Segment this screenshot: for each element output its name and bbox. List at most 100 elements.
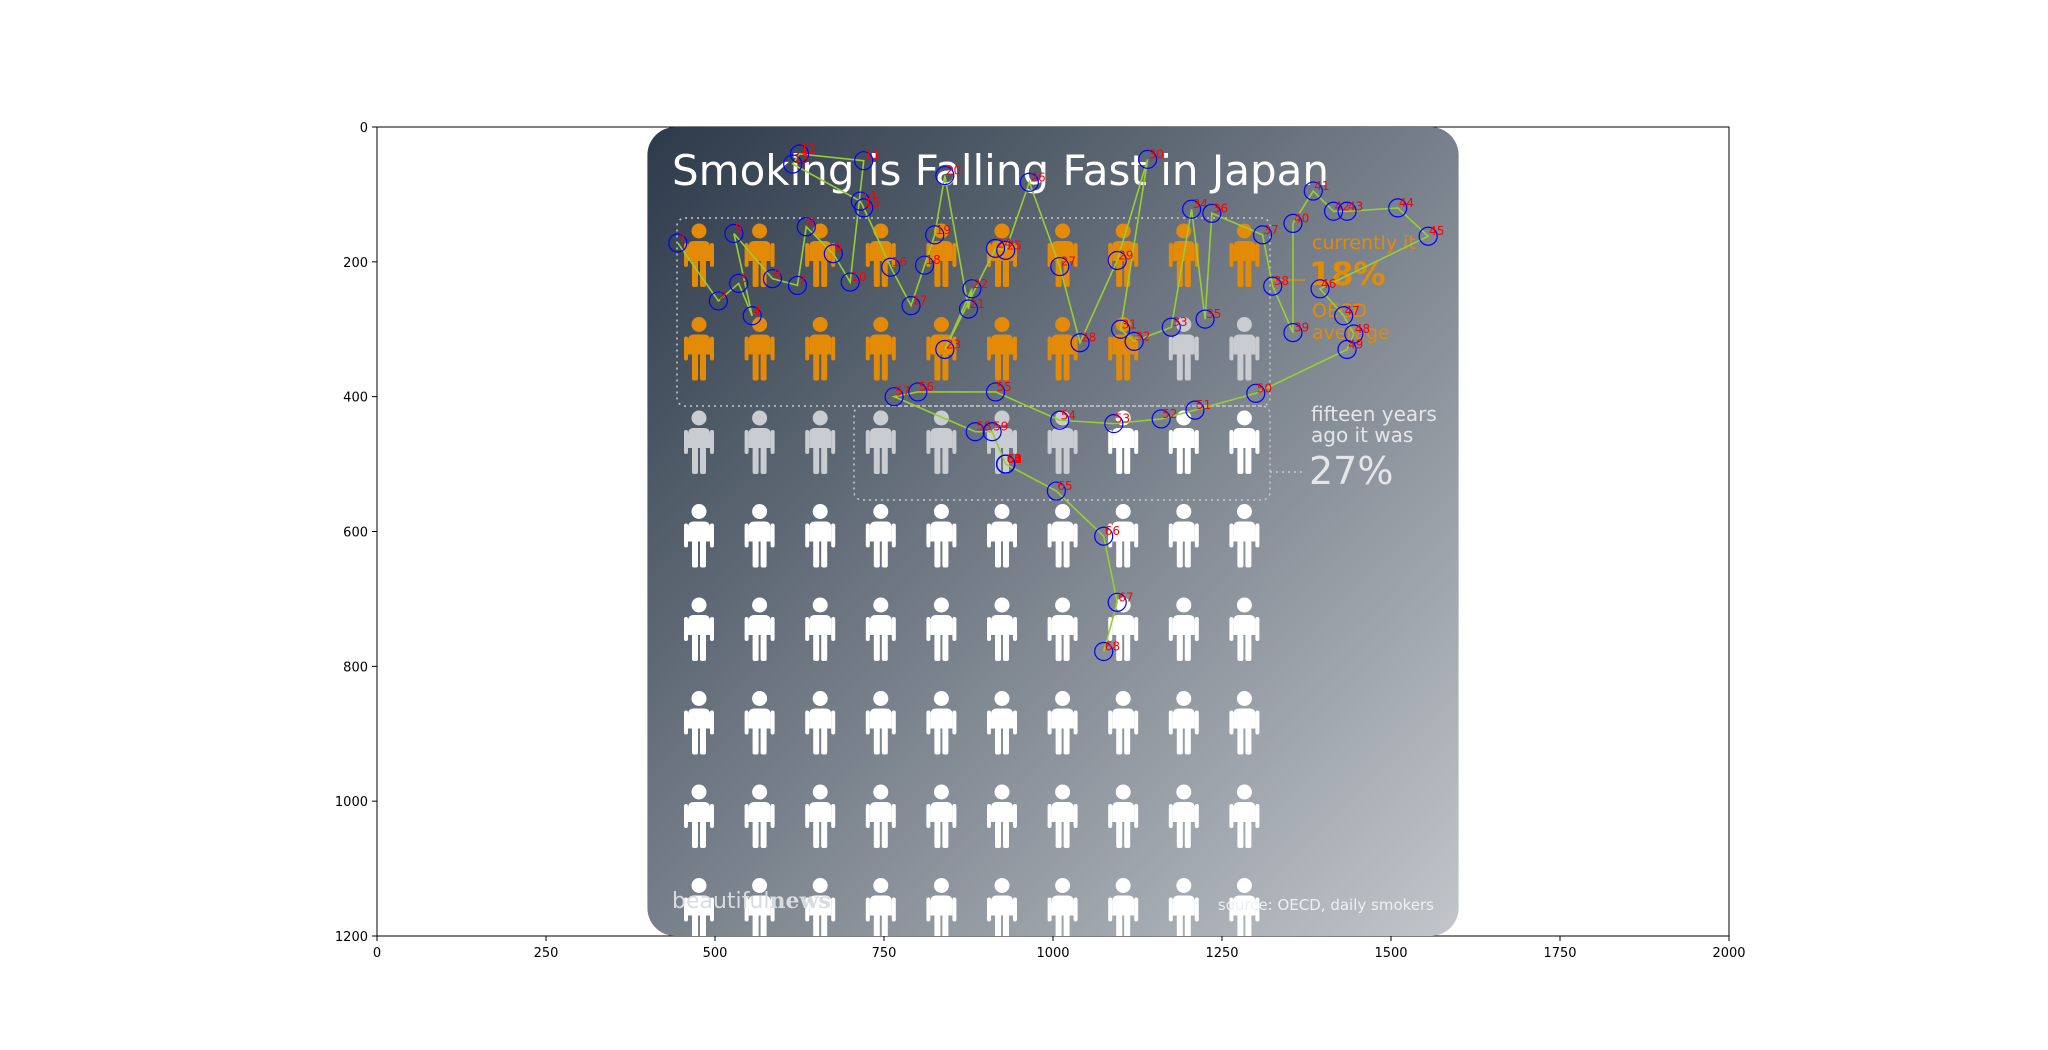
trace-point-label: 47	[1345, 304, 1360, 318]
person-icon	[1229, 691, 1260, 755]
trace-point-label: 22	[973, 277, 988, 291]
trace-point-label: 2	[719, 289, 727, 303]
trace-marker	[1337, 339, 1357, 360]
trace-point-label: 34	[1193, 197, 1208, 211]
trace-marker	[1094, 641, 1114, 662]
trace-point-label: 9	[834, 242, 842, 256]
trace-marker	[823, 244, 843, 264]
trace-marker	[1388, 198, 1408, 218]
trace-marker	[996, 240, 1016, 260]
trace-marker	[668, 233, 688, 253]
person-icon	[865, 597, 896, 661]
past-label-line1: fifteen years	[1311, 402, 1437, 426]
trace-point-label: 46	[1321, 277, 1336, 291]
trace-point-label: 43	[1348, 199, 1363, 213]
trace-marker	[935, 165, 955, 186]
person-icon	[987, 597, 1017, 661]
person-icon	[684, 597, 714, 661]
trace-marker	[729, 273, 749, 294]
person-icon	[1047, 691, 1078, 755]
x-axis: 0 250 500 750 1000 1250 1500 1750 2000	[373, 936, 1746, 961]
trace-marker	[1110, 319, 1131, 339]
trace-marker	[762, 269, 783, 289]
person-icon	[744, 317, 775, 381]
trace-point-label: 65	[1057, 479, 1072, 493]
trace-line	[677, 153, 1430, 652]
person-icon	[865, 410, 896, 474]
trace-marker	[925, 225, 945, 245]
person-icon	[744, 878, 775, 936]
person-icon	[1229, 878, 1260, 936]
person-icon	[926, 504, 957, 568]
source-note: source: OECD, daily smokers	[1218, 896, 1434, 914]
person-icon	[684, 410, 714, 474]
logo: beautifulnews	[672, 888, 831, 914]
trace-point-label: 60	[1007, 452, 1022, 466]
trace-point-label: 24	[997, 236, 1012, 250]
trace-marker	[1104, 414, 1124, 434]
y-tick-label: 400	[343, 391, 368, 406]
person-icon	[1168, 597, 1199, 661]
person-icon	[865, 691, 896, 755]
person-icon	[926, 878, 957, 936]
trace-point-label: 59	[993, 420, 1008, 434]
person-icon	[684, 691, 714, 755]
trace-point-label: 17	[912, 294, 927, 308]
trace-marker	[787, 275, 808, 296]
trace-point-label: 25	[1007, 238, 1022, 252]
person-icon	[744, 504, 775, 568]
trace-marker	[1252, 225, 1273, 245]
trace-marker	[1181, 199, 1202, 219]
person-icon	[1047, 317, 1078, 381]
person-icon	[1229, 317, 1260, 381]
trace-marker	[908, 382, 928, 402]
trace-marker	[985, 238, 1006, 258]
past-value: 27%	[1309, 449, 1393, 493]
person-icon	[1229, 784, 1260, 848]
trace-point-label: 54	[1061, 408, 1076, 422]
x-tick-label: 1250	[1205, 946, 1238, 961]
trace-point-label: 56	[919, 380, 934, 394]
trace-point-label: 68	[1105, 640, 1120, 654]
person-icon	[805, 878, 836, 936]
x-tick-label: 1500	[1374, 946, 1407, 961]
logo-bold: news	[769, 888, 830, 914]
trace-point-label: 11	[865, 149, 880, 163]
y-axis: 0 200 400 600 800 1000 1200	[335, 121, 377, 945]
person-icon	[987, 317, 1017, 381]
trace-point-label: 35	[1206, 307, 1221, 321]
person-icon	[1108, 878, 1139, 936]
trace-marker	[982, 422, 1002, 442]
x-tick-label: 1750	[1543, 946, 1576, 961]
trace-point-label: 58	[976, 420, 991, 434]
trace-point-label: 41	[1314, 179, 1329, 193]
person-icon	[684, 223, 714, 287]
person-icon	[1047, 784, 1078, 848]
current-smokers-outline	[676, 217, 1271, 407]
trace-point-label: 37	[1264, 223, 1279, 237]
trace-marker	[854, 151, 874, 171]
trace-marker	[1195, 309, 1215, 329]
trace-marker	[1151, 409, 1171, 429]
trace-point-label: 61	[1007, 452, 1022, 466]
y-tick-label: 1200	[335, 930, 368, 945]
trace-marker	[1323, 201, 1344, 221]
person-icon	[744, 597, 775, 661]
trace-marker	[1337, 201, 1357, 221]
trace-marker	[724, 223, 744, 244]
trace-marker	[789, 144, 810, 164]
trace-point-label: 10	[851, 270, 866, 284]
trace-point-label: 28	[1081, 331, 1096, 345]
trace-point-label: 19	[936, 223, 951, 237]
trace-point-label: 48	[1355, 322, 1370, 336]
person-icon	[987, 878, 1017, 936]
trace-marker	[901, 296, 921, 316]
trace-point-label: 40	[1294, 211, 1309, 225]
trace-point-label: 57	[895, 385, 910, 399]
trace-point-label: 12	[801, 142, 816, 156]
person-icon	[1168, 784, 1199, 848]
person-icon	[987, 691, 1017, 755]
trace-point-label: 8	[807, 215, 815, 229]
trace-marker	[1263, 276, 1283, 296]
trace-marker	[958, 299, 979, 319]
